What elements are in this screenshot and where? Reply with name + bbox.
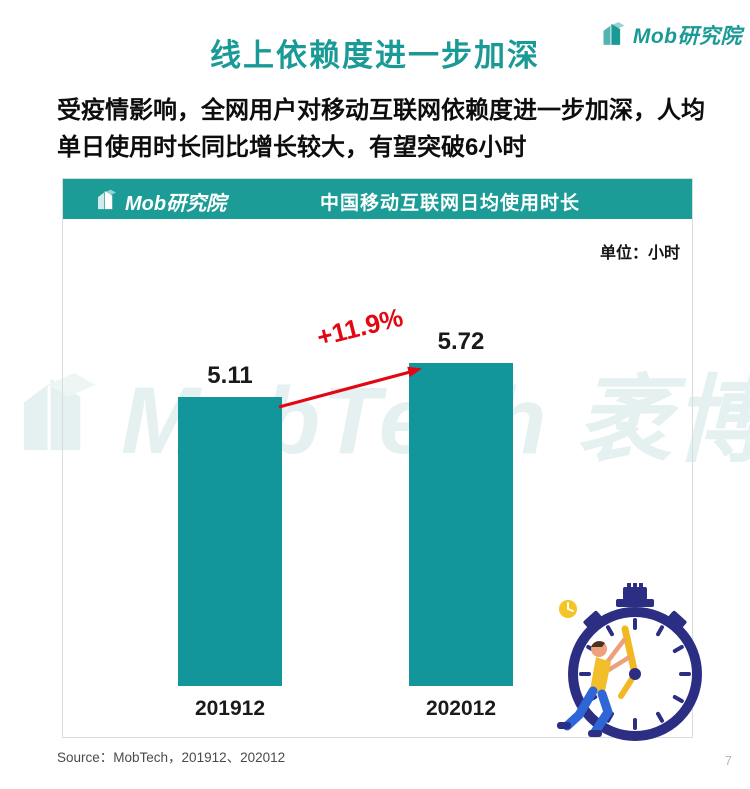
bar-201912: [178, 397, 282, 686]
person-figure: [557, 637, 631, 737]
card-logo: Mob研究院: [95, 187, 226, 216]
page-title: 线上依赖度进一步加深: [210, 38, 540, 73]
bar-202012: [409, 363, 513, 686]
bar-value-label: 5.72: [437, 328, 485, 355]
x-axis-label: 201912: [194, 697, 266, 720]
mob-logo: Mob研究院: [600, 20, 742, 50]
intro-paragraph: 受疫情影响，全网用户对移动互联网依赖度进一步加深，人均单日使用时长同比增长较大，…: [57, 97, 705, 161]
clock-badge-icon: [559, 600, 577, 618]
bar-value-label: 5.11: [207, 362, 253, 389]
mob-logo-text: Mob研究院: [632, 25, 742, 48]
chart-title: 中国移动互联网日均使用时长: [320, 193, 581, 214]
building-icon: [600, 21, 628, 50]
card-logo-text: Mob研究院: [125, 193, 227, 215]
building-icon: [95, 188, 119, 215]
x-axis-label: 202012: [425, 697, 497, 720]
chart-card: Mob研究院 中国移动互联网日均使用时长 单位：小时 5.11 201912 5…: [62, 178, 702, 741]
unit-label: 单位：小时: [599, 245, 680, 262]
bar-group-202012: 5.72 202012: [409, 328, 513, 721]
stopwatch-illustration: [557, 583, 702, 741]
chart-card-header: Mob研究院 中国移动互联网日均使用时长: [63, 179, 692, 219]
bar-group-201912: 5.11 201912: [178, 362, 282, 721]
page-number: 7: [724, 753, 732, 768]
source-note: Source：MobTech，201912、202012: [57, 750, 286, 765]
